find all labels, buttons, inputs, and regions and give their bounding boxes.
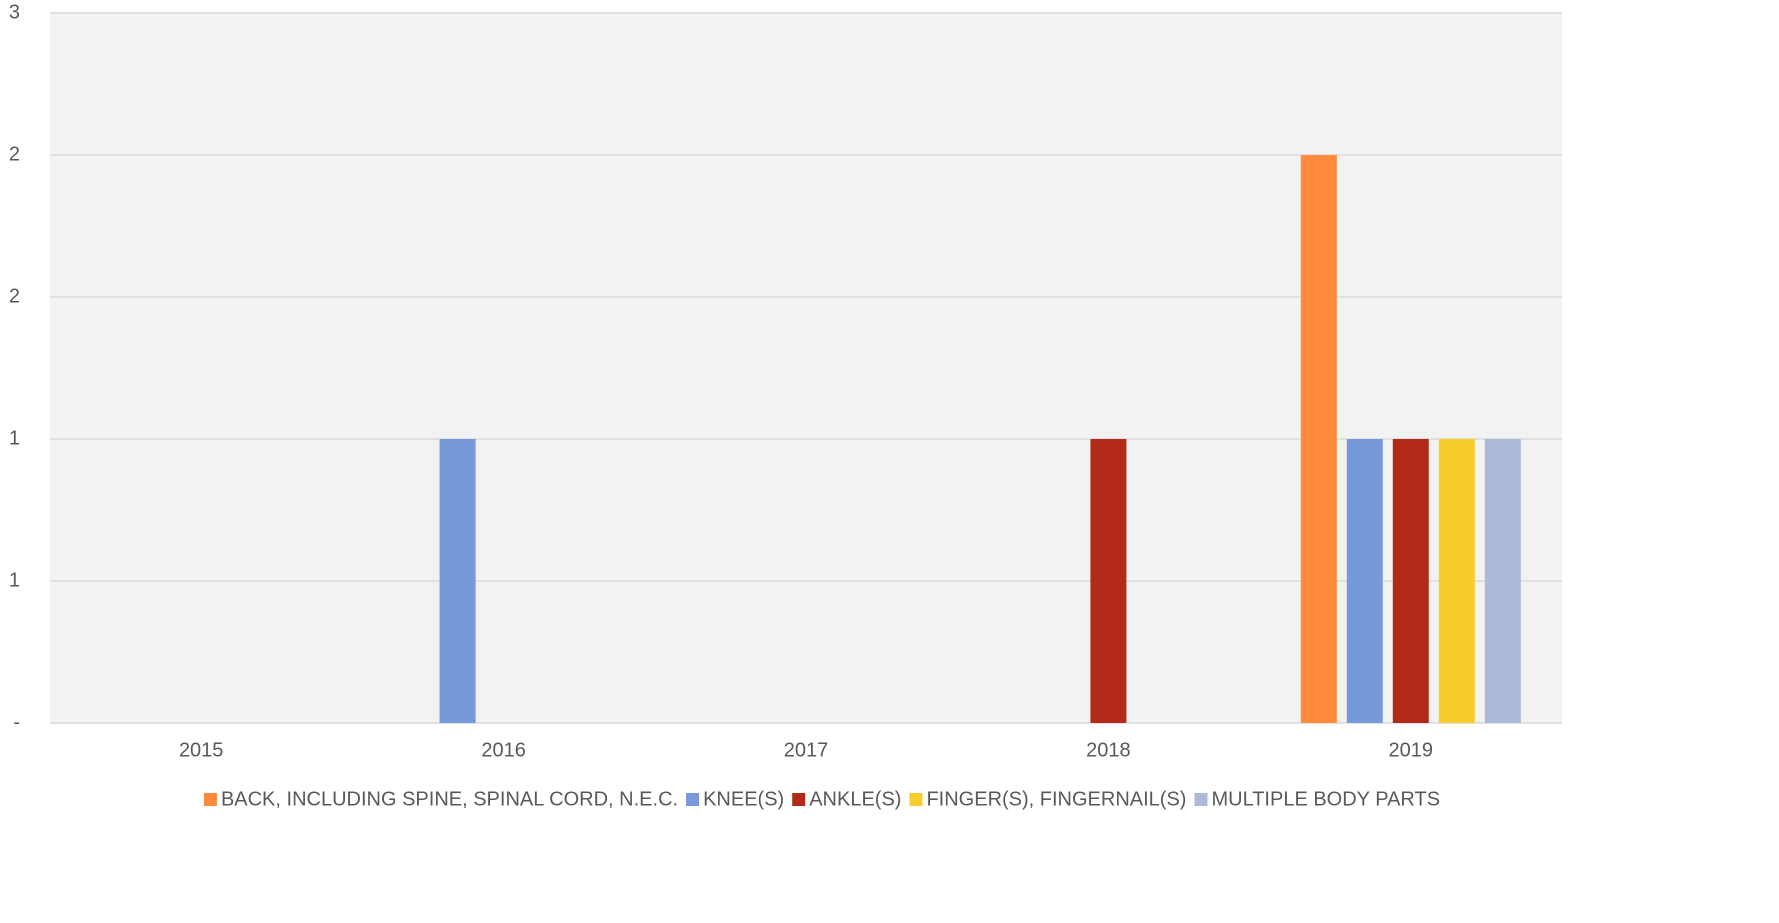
y-tick-label: 1 <box>9 427 20 449</box>
legend-swatch <box>1194 793 1208 806</box>
x-tick-label: 2015 <box>179 739 224 761</box>
legend-label: FINGER(S), FINGERNAIL(S) <box>926 788 1186 810</box>
bar <box>1090 439 1127 723</box>
legend-swatch <box>686 793 700 806</box>
legend-label: BACK, INCLUDING SPINE, SPINAL CORD, N.E.… <box>221 788 678 810</box>
y-tick-label: 2 <box>9 143 20 165</box>
legend-label: ANKLE(S) <box>809 788 901 810</box>
y-tick-label: 1 <box>9 569 20 591</box>
bar <box>1392 439 1429 723</box>
x-tick-label: 2016 <box>481 739 526 761</box>
bar <box>1484 439 1521 723</box>
bar <box>1300 155 1337 723</box>
legend-swatch <box>909 793 923 806</box>
x-tick-label: 2017 <box>784 739 829 761</box>
x-tick-label: 2019 <box>1389 739 1434 761</box>
y-tick-label: 2 <box>9 285 20 307</box>
y-tick-label: 3 <box>9 1 20 23</box>
legend-label: KNEE(S) <box>703 788 784 810</box>
bar <box>1438 439 1475 723</box>
bar <box>1346 439 1383 723</box>
legend-swatch <box>792 793 806 806</box>
legend-label: MULTIPLE BODY PARTS <box>1211 788 1440 810</box>
y-tick-label: - <box>13 711 20 733</box>
bar <box>439 439 476 723</box>
x-tick-label: 2018 <box>1086 739 1131 761</box>
legend-swatch <box>203 793 217 806</box>
